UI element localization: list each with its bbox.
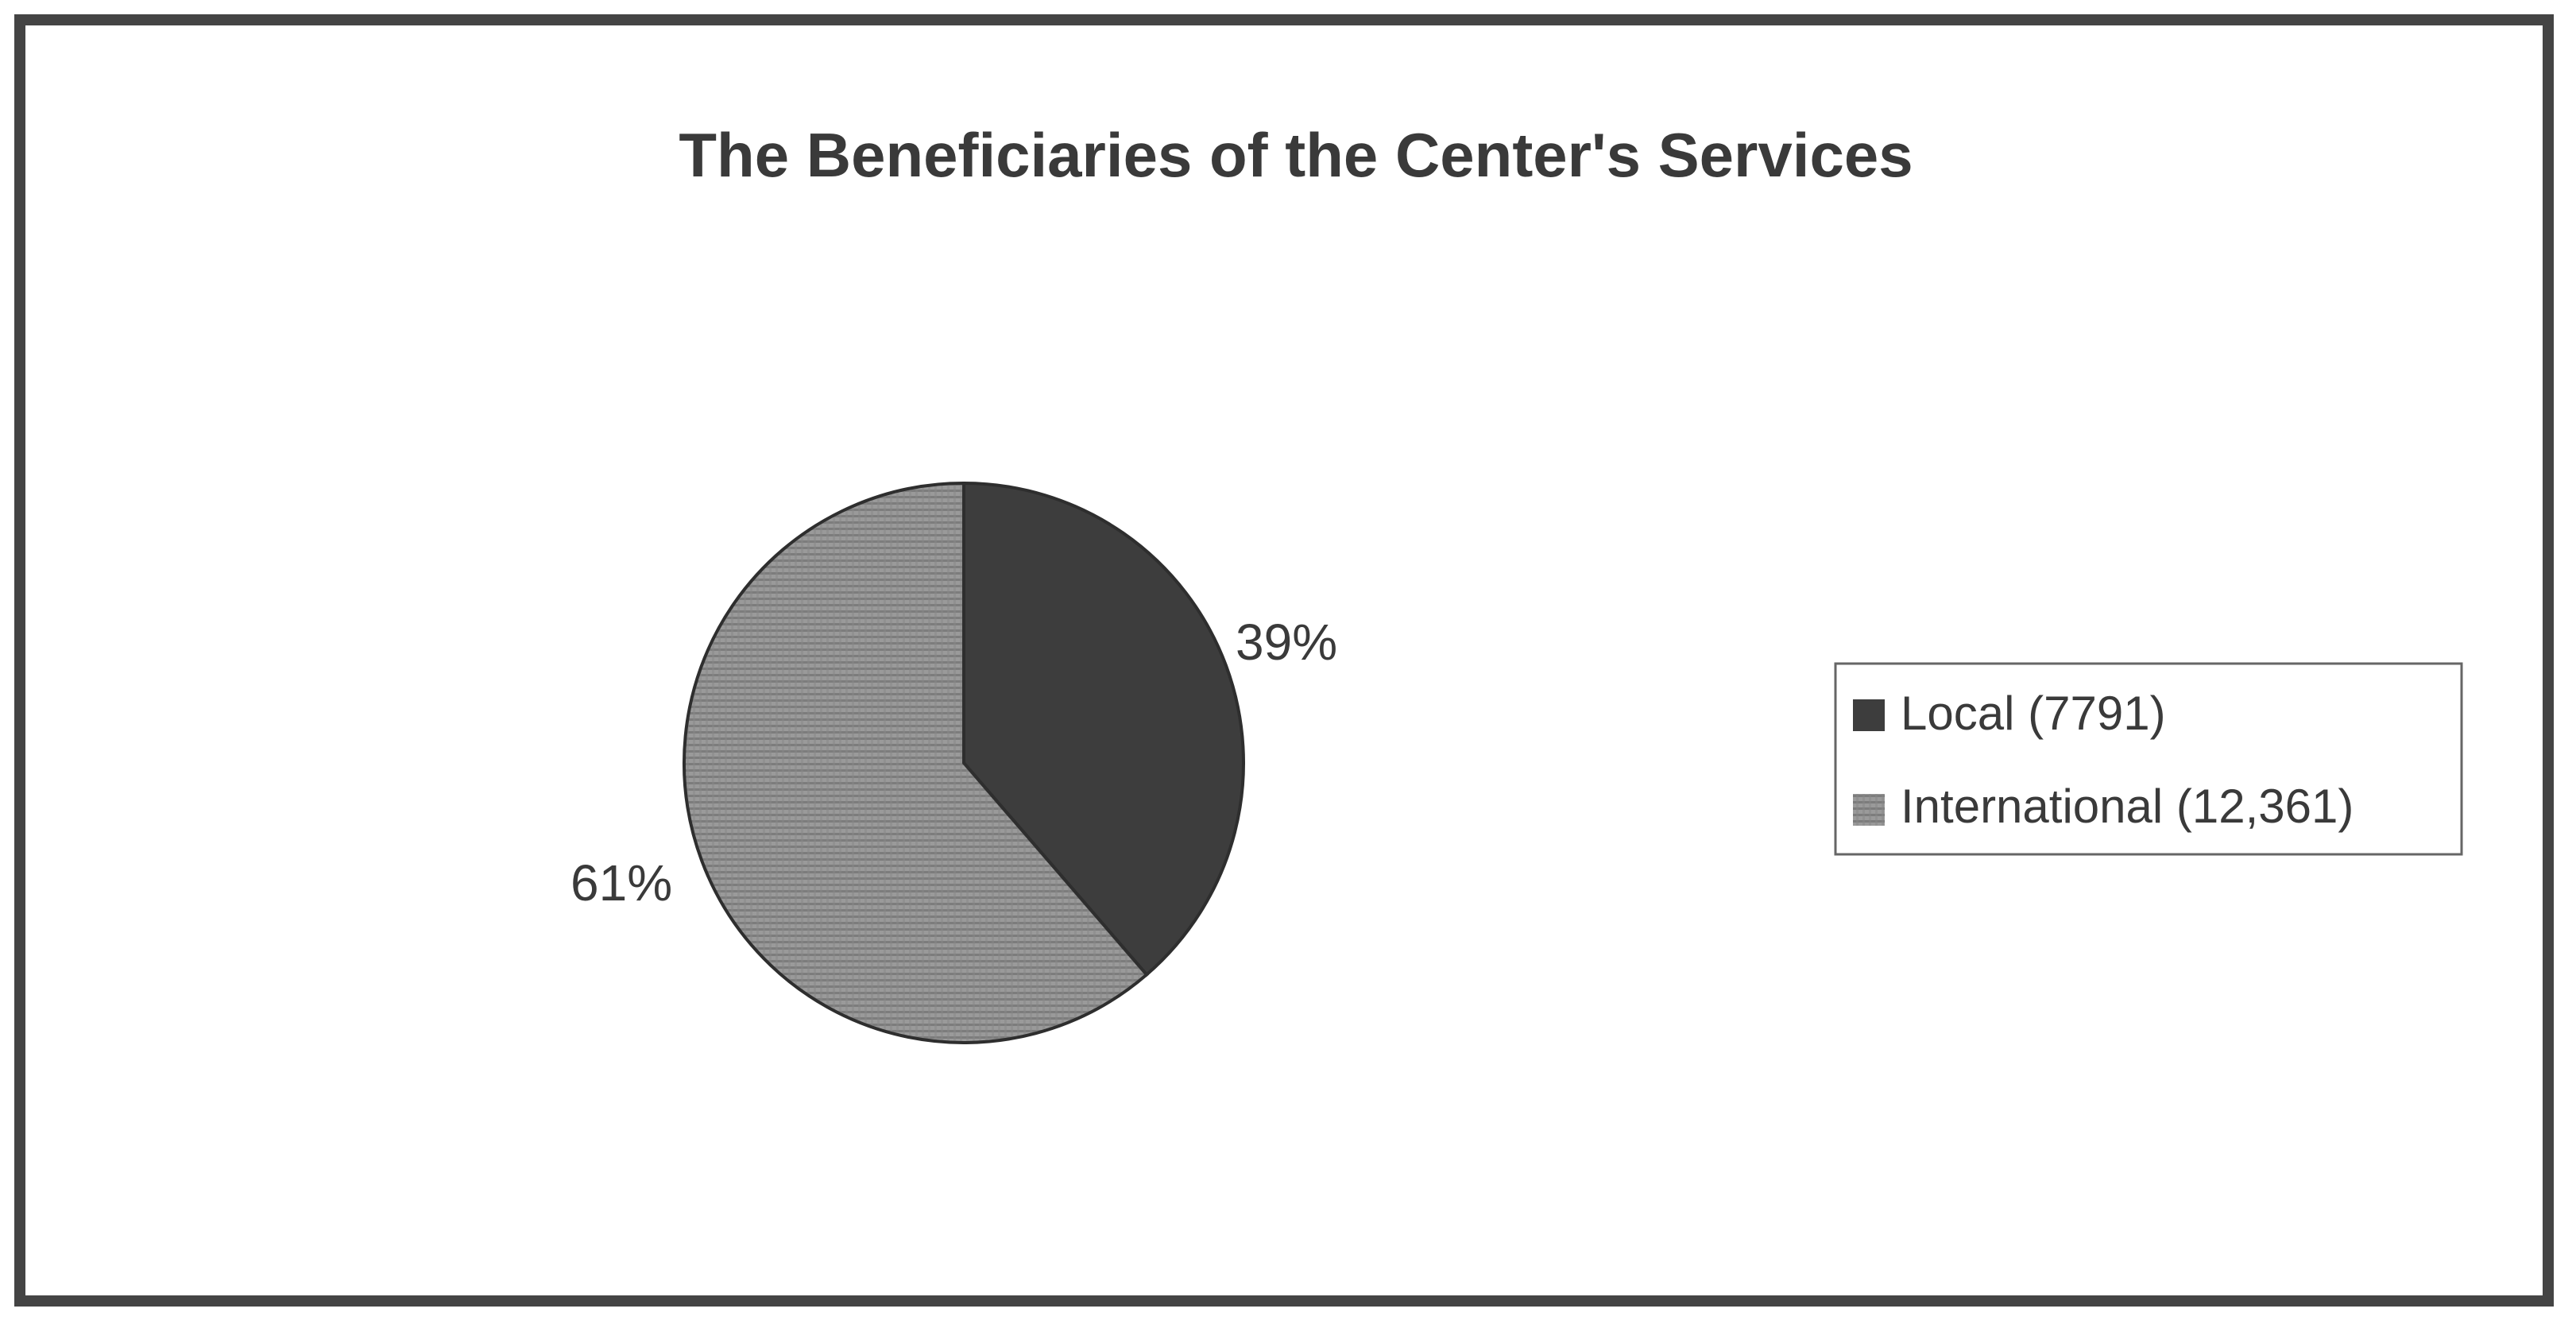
chart-frame xyxy=(14,14,2554,1307)
legend-swatch-international xyxy=(1853,794,1885,826)
slice-label-local: 39% xyxy=(1236,614,1337,671)
pie-slice-international xyxy=(683,481,1149,1044)
pie-slices xyxy=(683,481,1245,1044)
pie-slice-local xyxy=(962,481,1245,978)
legend: Local (7791) International (12,361) xyxy=(1834,662,2463,856)
legend-label-international: International (12,361) xyxy=(1901,780,2354,833)
legend-box xyxy=(1834,662,2463,856)
slice-label-international: 61% xyxy=(571,854,672,912)
chart-title: The Beneficiaries of the Center's Servic… xyxy=(679,120,1913,190)
legend-label-local: Local (7791) xyxy=(1901,687,2166,740)
legend-swatch-local xyxy=(1853,699,1885,731)
